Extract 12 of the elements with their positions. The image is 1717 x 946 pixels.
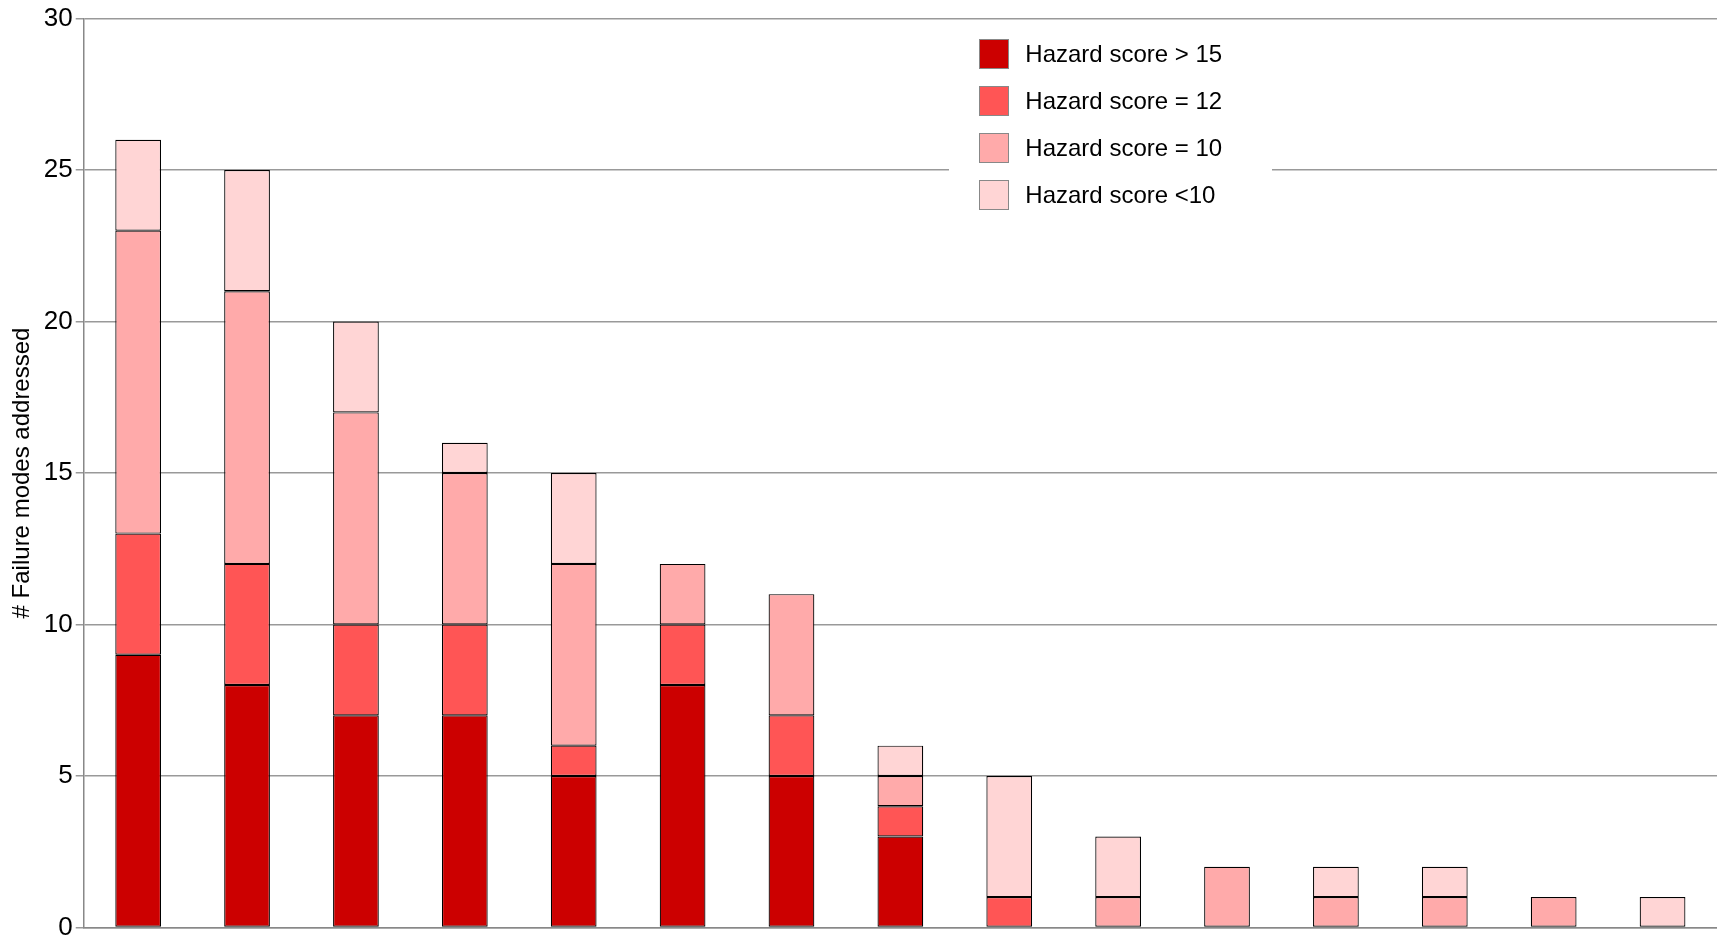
y-tick-label: 20 — [43, 304, 73, 335]
legend-label: Hazard score = 10 — [1025, 134, 1223, 163]
y-tick-label: 10 — [43, 607, 73, 638]
y-tick-label: 15 — [43, 456, 73, 487]
legend-label: Hazard score > 15 — [1025, 40, 1223, 69]
y-axis-title: # Failure modes addressed — [7, 327, 35, 619]
legend-label: Hazard score = 12 — [1025, 87, 1223, 116]
y-tick-label: 30 — [43, 1, 73, 32]
legend-label: Hazard score <10 — [1025, 181, 1216, 210]
y-tick-label: 5 — [58, 759, 73, 790]
y-tick-label: 25 — [43, 153, 73, 184]
y-tick-label: 0 — [58, 910, 73, 941]
